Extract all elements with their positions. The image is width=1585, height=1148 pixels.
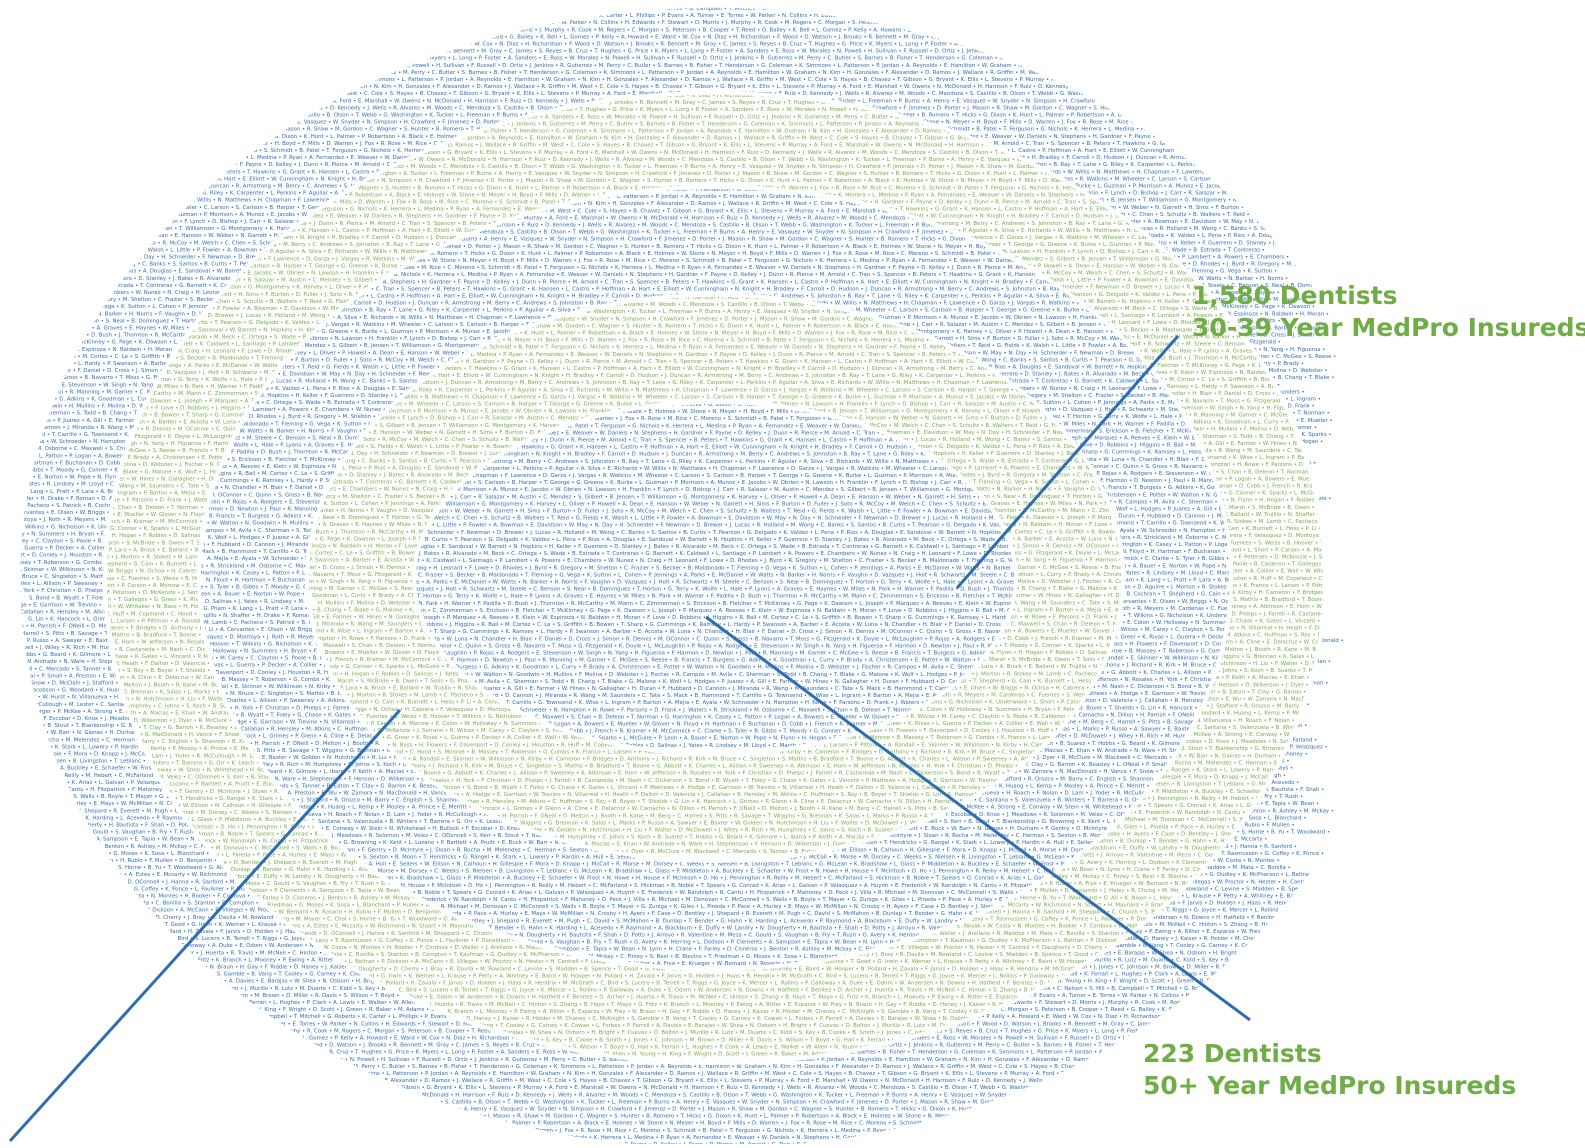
- name-row: N. Kirby • H. Cameron • F. Bridges • D. …: [297, 764, 1570, 770]
- name-row: M. Gray • C. James • S. Reyes • B. Cruz …: [0, 1057, 1276, 1063]
- name-row: R. Bennett • M. Gray • C. James • S. Rey…: [14, 63, 1298, 69]
- name-row: C. Frazier • S. Becker • B. Maldonado • …: [418, 572, 1585, 578]
- name-row: W. Obrien • N. Lawson • H. Franklin • F.…: [300, 416, 1585, 422]
- name-row: J. Dunn • R. Pierce • M. Arnold • C. Tra…: [288, 366, 1566, 372]
- name-row: R. Rose • M. Rice • C. Moreno • S. Schmi…: [207, 272, 1517, 278]
- name-row: J. Mason • R. Shaw • M. Gordon • C. Wagn…: [3, 1128, 1284, 1134]
- name-row: K. Walsh • L. Little • P. Fowler • A. Bo…: [407, 523, 1585, 529]
- name-row: J. Houston • R. Huff • M. Copeland • C. …: [310, 749, 1585, 755]
- name-row: K. Underwood • L. Short • P. Carson • A.…: [299, 721, 1585, 727]
- name-row: B. Cochran • T. Shepherd • G. Cain • K. …: [300, 700, 1585, 706]
- name-row: P. Aguilar • A. Silva • E. Richards • W.…: [301, 394, 1585, 400]
- name-row: T. Foley • G. Chase • K. Gates • L. Vinc…: [308, 792, 1570, 798]
- name-row: J. Bates • R. Alvarado • M. Beck • C. Or…: [418, 551, 1585, 557]
- name-row: S. Schmidt • B. Patel • T. Ferguson • G.…: [303, 352, 1585, 358]
- name-row: G. Combs • K. Franco • L. Larsen • P. Pi…: [284, 757, 1558, 763]
- callout-50-plus-label: 50+ Year MedPro Insureds: [1143, 1070, 1516, 1102]
- name-row: N. Knight • H. Bradley • F. Carroll • D.…: [315, 380, 1585, 386]
- callout-30-39-year: 1,580 Dentists 30-39 Year MedPro Insured…: [1192, 280, 1585, 344]
- name-row: D. Vazquez • J. Holt • R. Schwartz • M. …: [404, 587, 1585, 593]
- name-row: D. Garza • J. Vargas • R. Watkins • M. W…: [314, 402, 1585, 408]
- callout-50-plus-count: 223 Dentists: [1143, 1038, 1516, 1070]
- name-row: G. Dixon • K. Hunt • L. Palmer • P. Robe…: [17, 1135, 1298, 1141]
- name-row: M. Atkins • C. Huffman • S. Roy • B. Boy…: [295, 806, 1567, 812]
- name-row: K. Ellis • L. Stevens • P. Murray • A. F…: [0, 1099, 1289, 1105]
- name-row: F. Love • D. Robbins • J. Higgins • R. B…: [389, 622, 1585, 628]
- name-row: A. Fernandez • E. Weaver • W. Daniels • …: [316, 359, 1585, 365]
- name-row: F. Russell • D. Ortiz • J. Jenkins • R. …: [20, 1071, 1293, 1077]
- name-row: G. Grant • K. Hansen • L. Castro • P. Ho…: [302, 373, 1585, 379]
- name-row: M. Mann • C. Zimmerman • S. Erickson • B…: [403, 608, 1585, 614]
- name-row: W. Trevino • N. Villarreal • H. Heath • …: [282, 799, 1542, 805]
- name-row: K. Bell • L. Gomez • P. Kelly • A. Howar…: [103, 107, 1397, 113]
- name-row: P. Jennings • A. Parks • E. McDaniel • W…: [391, 580, 1585, 586]
- name-row: R. Cook • M. Rogers • C. Morgan • S. Pet…: [90, 100, 1385, 106]
- name-row: L. Oliver • P. Howell • A. Dean • E. Han…: [286, 430, 1585, 436]
- name-row: W. Allen • N. Young • H. King • F. Wrigh…: [16, 20, 1276, 26]
- name-row: E. Olsen • W. Briggs • N. Ochoa • H. Cab…: [313, 707, 1585, 713]
- name-row: L. Joseph • P. Marquez • A. Reeves • E. …: [416, 615, 1585, 621]
- name-row: A. Collier • E. Wall • W. Whitaker • N. …: [298, 742, 1585, 748]
- name-row: S. Poole • B. Calderon • T. Gallegos • G…: [285, 735, 1563, 741]
- name-row: B. Bowen • T. Sharp • G. Cummings • K. R…: [402, 629, 1585, 635]
- name-row: M. Adams • C. Nelson • S. Hill • B. Camp…: [29, 27, 1300, 33]
- name-row: C. Singleton • S. Mathis • B. Bradford •…: [310, 771, 1585, 777]
- name-row: G. Barnett • K. Caldwell • L. Santiago •…: [392, 558, 1585, 564]
- name-row: R. Griffin • M. West • C. Cole • S. Haye…: [19, 1092, 1309, 1098]
- name-row: R. Dennis • M. OConnor • C. Quinn • S. G…: [388, 643, 1585, 649]
- name-row: K. Myers • L. Long • P. Foster • A. Sand…: [27, 70, 1289, 76]
- name-row: H. Bryan • F. Petersen • D. McKenzie • J…: [312, 728, 1585, 734]
- callout-50-plus-year: 223 Dentists 50+ Year MedPro Insureds: [1143, 1038, 1516, 1102]
- callout-30-39-label: 30-39 Year MedPro Insureds: [1192, 312, 1585, 344]
- name-row: A. Henry • E. Vasquez • W. Snyder • N. S…: [0, 1121, 1302, 1127]
- name-row: W. Miles • N. Park • H. Warner • F. Padi…: [390, 601, 1585, 607]
- name-row: P. Sweeney • A. Atkinson • E. Horn • W. …: [283, 778, 1544, 784]
- callout-30-39-count: 1,580 Dentists: [1192, 280, 1585, 312]
- name-row: B. Walters • T. Reid • G. Fields • K. Wa…: [312, 444, 1585, 450]
- name-row: S. Reyes • B. Cruz • T. Hughes • G. Pric…: [89, 121, 1377, 127]
- name-row: R. Meyers • M. Cardenas • C. Fuentes • S…: [286, 714, 1583, 720]
- name-row: S. Castillo • B. Olson • T. Webb • G. Wa…: [18, 1114, 1317, 1120]
- name-row: N. Craig • H. Leonard • F. Lowe • D. Rho…: [405, 565, 1585, 571]
- name-row: H. Boyd • F. Mills • D. Warren • J. Fox …: [290, 345, 1561, 351]
- name-row: B. Fisher • T. Henderson • G. Coleman • …: [0, 1078, 1287, 1084]
- name-row: L. Phillips • P. Evans • A. Turner • E. …: [2, 34, 1289, 40]
- name-row: H. Sullivan • F. Russell • D. Ortiz • J.…: [0, 77, 1282, 83]
- name-row: H. Harrison • F. Ruiz • D. Kennedy • J. …: [5, 1107, 1304, 1113]
- name-row: T. George • G. Greene • K. Burke • L. Gu…: [286, 409, 1579, 415]
- name-row: E. Hamilton • W. Graham • N. Kim • H. Go…: [6, 1085, 1316, 1091]
- name-row: C. Andrews • S. Johnston • B. Ray • T. L…: [288, 387, 1585, 393]
- name-row: E. Davidson • W. May • N. Day • H. Schne…: [285, 451, 1585, 457]
- name-row: T. Horton • G. Terry • K. Wolfe • L. Hal…: [416, 594, 1585, 600]
- name-row: R. McCoy • M. Welch • C. Chen • S. Schul…: [394, 516, 1585, 522]
- name-row: S. Barnes • B. Fisher • T. Henderson • G…: [13, 84, 1340, 90]
- name-row: B. Smith • J. Jones • C. Johnson • M. Br…: [0, 6, 1237, 12]
- name-row: L. Long • P. Foster • A. Sanders • E. Ro…: [7, 1064, 1301, 1070]
- name-row: E. Torres • W. Parker • N. Collins • H. …: [77, 93, 1366, 99]
- name-row: F. Stewart • D. Morris • J. Murphy • R. …: [15, 42, 1302, 48]
- name-row: F. Burton • D. Fuller • J. Soto • R. McC…: [299, 437, 1583, 443]
- name-row: E. Ward • W. Cox • N. Diaz • H. Richards…: [1, 56, 1280, 62]
- name-row: T. Boyd • G. Hall • K. Ferrari • L. Hugh…: [2, 13, 1247, 19]
- name-row: S. Santos • B. Curtis • T. Pearson • G. …: [393, 537, 1585, 543]
- name-row: B. Cooper • T. Reed • G. Bailey • K. Bel…: [28, 49, 1307, 55]
- name-row: M. Austin • C. Mendez • S. Gilbert • B. …: [313, 423, 1585, 429]
